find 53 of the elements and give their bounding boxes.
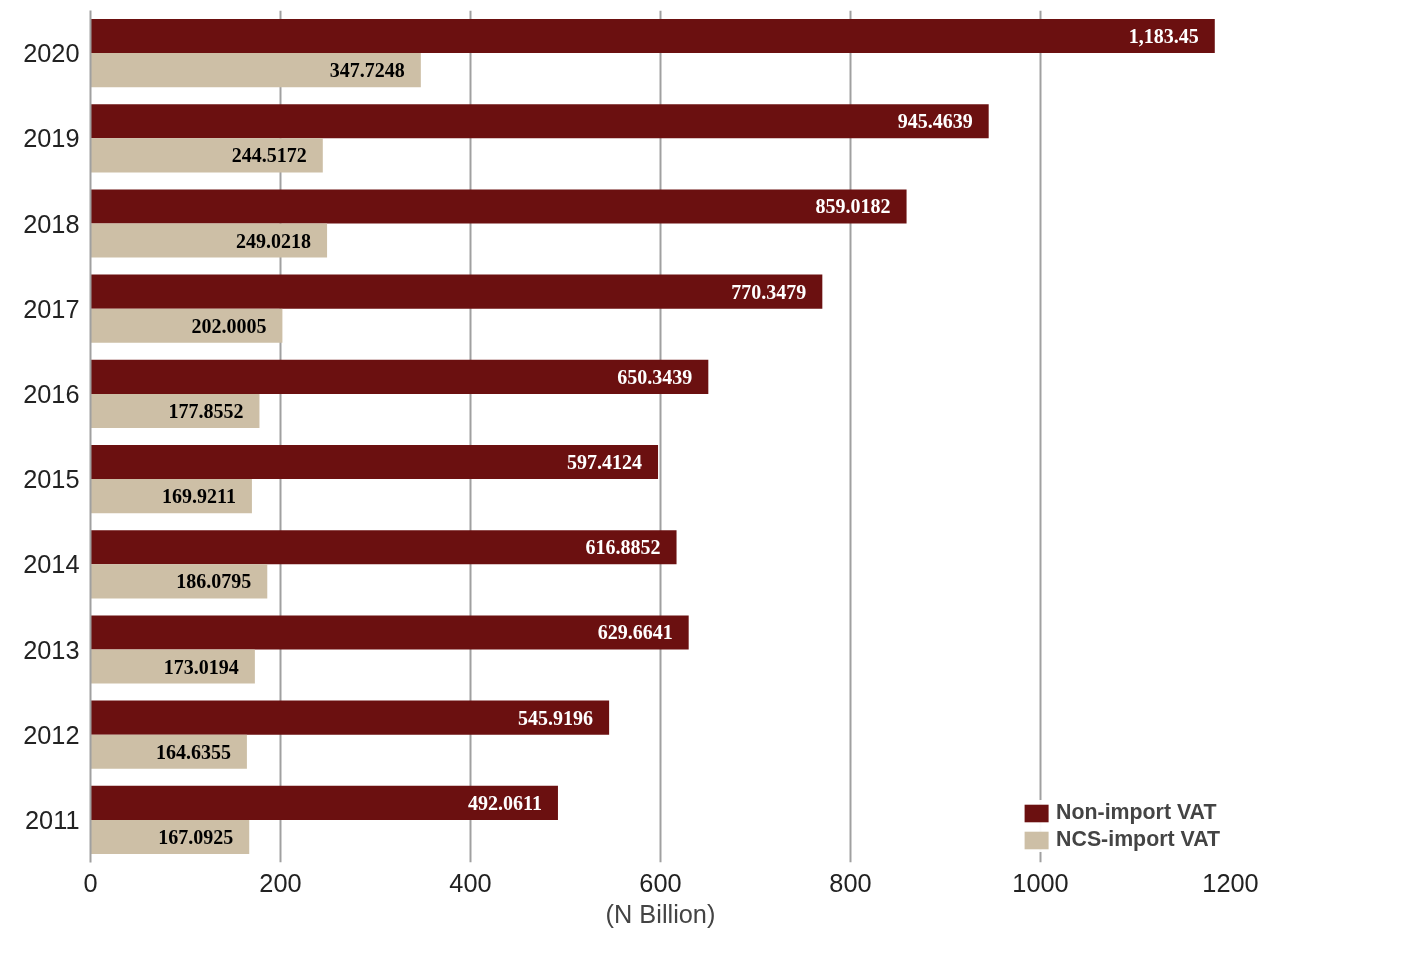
- data-label: 629.6641: [597, 621, 673, 644]
- bar: [90, 104, 989, 139]
- data-label: 859.0182: [815, 195, 891, 218]
- data-label: 202.0005: [191, 314, 267, 337]
- data-label: 616.8852: [585, 536, 661, 559]
- bar: [90, 274, 823, 309]
- bar: [90, 19, 1215, 54]
- x-tick-label: 800: [829, 868, 872, 897]
- y-tick-label: 2017: [23, 294, 80, 323]
- data-label: 173.0194: [163, 655, 239, 678]
- bar: [90, 189, 907, 224]
- data-label: 492.0611: [468, 791, 542, 814]
- data-label: 650.3439: [617, 365, 693, 388]
- x-tick-label: 200: [259, 868, 302, 897]
- x-tick-label: 1200: [1202, 868, 1259, 897]
- data-label: 167.0925: [158, 825, 234, 848]
- y-tick-label: 2016: [23, 379, 80, 408]
- data-label: 770.3479: [731, 280, 807, 303]
- y-tick-label: 2018: [23, 209, 80, 238]
- data-label: 186.0795: [176, 570, 252, 593]
- y-tick-label: 2015: [23, 465, 80, 494]
- data-label: 1,183.45: [1128, 25, 1199, 48]
- bar: [90, 530, 677, 565]
- data-label: 177.8552: [168, 399, 244, 422]
- bar: [90, 223, 328, 258]
- bar: [90, 700, 610, 735]
- y-tick-label: 2019: [23, 124, 80, 153]
- data-label: 164.6355: [155, 740, 231, 763]
- bar: [90, 785, 558, 820]
- x-axis-title: (N Billion): [605, 899, 716, 928]
- bar: [90, 359, 709, 394]
- data-label: 249.0218: [236, 229, 312, 252]
- legend-label: Non-import VAT: [1056, 800, 1217, 825]
- y-tick-label: 2012: [23, 720, 80, 749]
- y-tick-label: 2020: [23, 39, 80, 68]
- y-tick-label: 2013: [23, 635, 80, 664]
- x-tick-label: 1000: [1012, 868, 1069, 897]
- x-tick-label: 0: [83, 868, 98, 897]
- legend-label: NCS-import VAT: [1056, 827, 1220, 852]
- data-label: 545.9196: [518, 706, 594, 729]
- data-label: 169.9211: [162, 485, 236, 508]
- y-tick-label: 2011: [25, 805, 80, 834]
- bar: [90, 445, 659, 480]
- bar: [90, 615, 689, 650]
- data-label: 244.5172: [231, 144, 307, 167]
- data-label: 347.7248: [329, 59, 405, 82]
- bar: [90, 138, 323, 173]
- x-tick-label: 400: [449, 868, 492, 897]
- x-tick-label: 600: [639, 868, 682, 897]
- bar: [90, 53, 421, 88]
- y-tick-label: 2014: [23, 550, 80, 579]
- data-label: 945.4639: [897, 110, 973, 133]
- data-label: 597.4124: [567, 451, 643, 474]
